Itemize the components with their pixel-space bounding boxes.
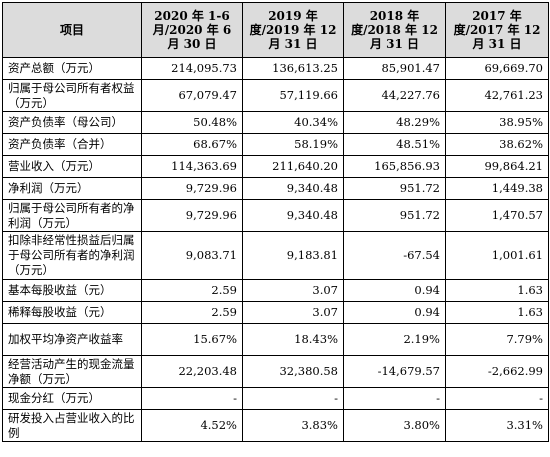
cell-value: 3.80%: [343, 409, 446, 442]
cell-value: 15.67%: [141, 323, 243, 356]
table-row: 基本每股收益（元） 2.59 3.07 0.94 1.63: [2, 279, 549, 302]
row-label: 资产负债率（合并）: [2, 133, 142, 156]
cell-value: 69,669.70: [445, 57, 549, 80]
table-header-row: 项目 2020 年 1-6 月/2020 年 6 月 30 日 2019 年度/…: [2, 2, 549, 58]
cell-value: 85,901.47: [343, 57, 446, 80]
row-label: 归属于母公司所有者的净利润（万元）: [2, 199, 142, 232]
cell-value: 3.07: [242, 279, 344, 302]
cell-value: 48.51%: [343, 133, 446, 156]
cell-value: 1,001.61: [445, 231, 549, 280]
cell-value: 7.79%: [445, 323, 549, 356]
row-label: 现金分红（万元）: [2, 387, 142, 410]
cell-value: 40.34%: [242, 111, 344, 134]
row-label: 研发投入占营业收入的比例: [2, 409, 142, 442]
table-row: 加权平均净资产收益率 15.67% 18.43% 2.19% 7.79%: [2, 323, 549, 356]
cell-value: 44,227.76: [343, 79, 446, 112]
cell-value: 165,856.93: [343, 155, 446, 178]
row-label: 扣除非经常性损益后归属于母公司所有者的净利润（万元）: [2, 231, 142, 280]
cell-value: -: [445, 387, 549, 410]
row-label: 资产总额（万元）: [2, 57, 142, 80]
cell-value: 18.43%: [242, 323, 344, 356]
cell-value: 57,119.66: [242, 79, 344, 112]
cell-value: -: [343, 387, 446, 410]
table-row: 扣除非经常性损益后归属于母公司所有者的净利润（万元） 9,083.71 9,18…: [2, 231, 549, 280]
cell-value: 9,340.48: [242, 199, 344, 232]
cell-value: 48.29%: [343, 111, 446, 134]
table-row: 现金分红（万元） - - - -: [2, 387, 549, 410]
row-label: 基本每股收益（元）: [2, 279, 142, 302]
cell-value: -: [141, 387, 243, 410]
cell-value: 1,449.38: [445, 177, 549, 200]
header-2018: 2018 年度/2018 年 12 月 31 日: [343, 2, 446, 58]
cell-value: -: [242, 387, 344, 410]
cell-value: 42,761.23: [445, 79, 549, 112]
cell-value: 68.67%: [141, 133, 243, 156]
cell-value: 951.72: [343, 199, 446, 232]
table-row: 资产负债率（合并） 68.67% 58.19% 48.51% 38.62%: [2, 133, 549, 156]
cell-value: 67,079.47: [141, 79, 243, 112]
row-label: 净利润（万元）: [2, 177, 142, 200]
table-row: 研发投入占营业收入的比例 4.52% 3.83% 3.80% 3.31%: [2, 409, 549, 442]
cell-value: 9,729.96: [141, 177, 243, 200]
cell-value: 99,864.21: [445, 155, 549, 178]
cell-value: 1.63: [445, 279, 549, 302]
row-label: 稀释每股收益（元）: [2, 301, 142, 324]
header-2017: 2017 年度/2017 年 12 月 31 日: [445, 2, 549, 58]
cell-value: 4.52%: [141, 409, 243, 442]
table-row: 经营活动产生的现金流量净额（万元） 22,203.48 32,380.58 -1…: [2, 355, 549, 388]
row-label: 资产负债率（母公司）: [2, 111, 142, 134]
cell-value: -67.54: [343, 231, 446, 280]
header-2019: 2019 年度/2019 年 12 月 31 日: [242, 2, 344, 58]
cell-value: 136,613.25: [242, 57, 344, 80]
cell-value: 951.72: [343, 177, 446, 200]
table-row: 稀释每股收益（元） 2.59 3.07 0.94 1.63: [2, 301, 549, 324]
cell-value: 211,640.20: [242, 155, 344, 178]
cell-value: 1,470.57: [445, 199, 549, 232]
header-item: 项目: [2, 2, 142, 58]
row-label: 归属于母公司所有者权益（万元）: [2, 79, 142, 112]
cell-value: 22,203.48: [141, 355, 243, 388]
row-label: 经营活动产生的现金流量净额（万元）: [2, 355, 142, 388]
cell-value: 0.94: [343, 301, 446, 324]
cell-value: -14,679.57: [343, 355, 446, 388]
header-2020h1: 2020 年 1-6 月/2020 年 6 月 30 日: [141, 2, 243, 58]
cell-value: 2.59: [141, 279, 243, 302]
cell-value: 2.19%: [343, 323, 446, 356]
cell-value: 38.95%: [445, 111, 549, 134]
cell-value: 0.94: [343, 279, 446, 302]
cell-value: 9,083.71: [141, 231, 243, 280]
cell-value: 2.59: [141, 301, 243, 324]
cell-value: 114,363.69: [141, 155, 243, 178]
cell-value: 3.31%: [445, 409, 549, 442]
cell-value: 58.19%: [242, 133, 344, 156]
cell-value: 214,095.73: [141, 57, 243, 80]
table-row: 资产总额（万元） 214,095.73 136,613.25 85,901.47…: [2, 57, 549, 80]
cell-value: 3.07: [242, 301, 344, 324]
cell-value: 3.83%: [242, 409, 344, 442]
financial-data-table: 项目 2020 年 1-6 月/2020 年 6 月 30 日 2019 年度/…: [2, 2, 549, 442]
table-row: 归属于母公司所有者的净利润（万元） 9,729.96 9,340.48 951.…: [2, 199, 549, 232]
cell-value: 50.48%: [141, 111, 243, 134]
cell-value: 9,340.48: [242, 177, 344, 200]
table-row: 净利润（万元） 9,729.96 9,340.48 951.72 1,449.3…: [2, 177, 549, 200]
cell-value: -2,662.99: [445, 355, 549, 388]
cell-value: 38.62%: [445, 133, 549, 156]
row-label: 营业收入（万元）: [2, 155, 142, 178]
cell-value: 9,183.81: [242, 231, 344, 280]
table-row: 营业收入（万元） 114,363.69 211,640.20 165,856.9…: [2, 155, 549, 178]
cell-value: 32,380.58: [242, 355, 344, 388]
table-row: 资产负债率（母公司） 50.48% 40.34% 48.29% 38.95%: [2, 111, 549, 134]
table-row: 归属于母公司所有者权益（万元） 67,079.47 57,119.66 44,2…: [2, 79, 549, 112]
row-label: 加权平均净资产收益率: [2, 323, 142, 356]
cell-value: 9,729.96: [141, 199, 243, 232]
cell-value: 1.63: [445, 301, 549, 324]
